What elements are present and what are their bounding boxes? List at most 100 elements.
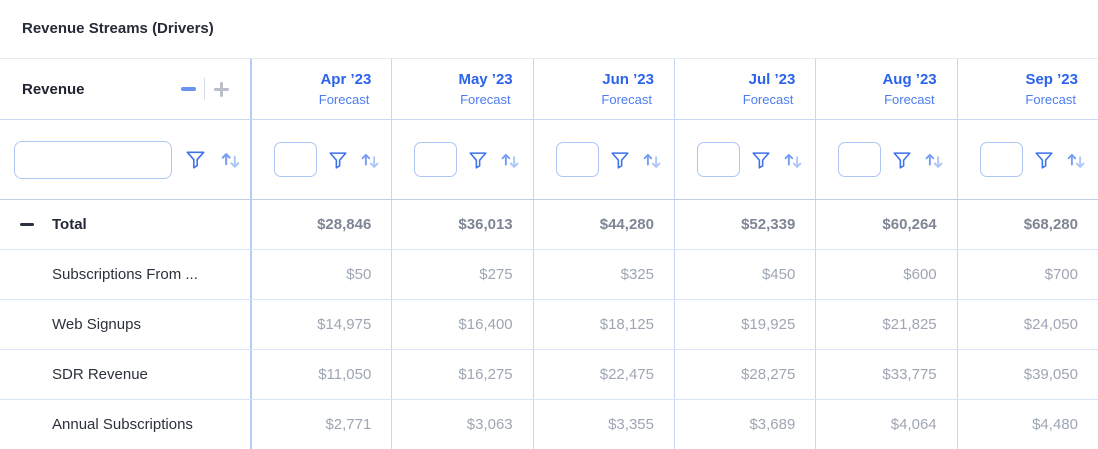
month-column-header[interactable]: May ’23 Forecast — [391, 59, 532, 119]
value-cell[interactable]: $52,339 — [673, 200, 815, 249]
value-cell[interactable]: $24,050 — [956, 300, 1098, 349]
group-filter-cell — [0, 120, 250, 199]
row-label-cell[interactable]: Web Signups — [0, 300, 250, 349]
sort-button[interactable] — [499, 149, 521, 171]
month-label: Apr ’23 — [320, 71, 372, 88]
forecast-label: Forecast — [1025, 92, 1076, 107]
table-row: Total $28,846 $36,013 $44,280 $52,339 $60,26… — [0, 200, 1098, 250]
filter-button[interactable] — [1033, 149, 1055, 171]
value-cell[interactable]: $28,275 — [673, 350, 815, 399]
funnel-icon — [329, 151, 347, 169]
value-cell[interactable]: $16,400 — [391, 300, 532, 349]
value-cell[interactable]: $21,825 — [815, 300, 956, 349]
value-cell[interactable]: $4,064 — [815, 400, 956, 449]
value-cell[interactable]: $600 — [815, 250, 956, 299]
funnel-icon — [186, 151, 205, 169]
value-cell[interactable]: $3,689 — [673, 400, 815, 449]
month-label: Sep ’23 — [1025, 71, 1078, 88]
value-cell[interactable]: $700 — [956, 250, 1098, 299]
column-filter-input[interactable] — [696, 142, 740, 177]
column-filter-input[interactable] — [979, 142, 1023, 177]
month-column-header[interactable]: Aug ’23 Forecast — [815, 59, 956, 119]
forecast-label: Forecast — [884, 92, 935, 107]
value-cell[interactable]: $50 — [250, 250, 391, 299]
value-cell[interactable]: $4,480 — [956, 400, 1098, 449]
value-cell[interactable]: $3,355 — [532, 400, 674, 449]
value-cell[interactable]: $60,264 — [815, 200, 956, 249]
forecast-label: Forecast — [601, 92, 652, 107]
expand-all-button[interactable] — [212, 80, 230, 98]
column-filter-input[interactable] — [838, 142, 882, 177]
column-filter-input[interactable] — [274, 142, 317, 177]
collapse-expand-controls — [179, 78, 230, 100]
value-cell[interactable]: $16,275 — [391, 350, 532, 399]
page-title: Revenue Streams (Drivers) — [22, 20, 214, 37]
collapse-row-toggle[interactable] — [20, 223, 34, 226]
row-label: Subscriptions From ... — [52, 266, 198, 283]
filter-button[interactable] — [327, 149, 349, 171]
sort-button[interactable] — [641, 149, 663, 171]
filter-button[interactable] — [891, 149, 913, 171]
forecast-label: Forecast — [318, 92, 370, 107]
month-column-header[interactable]: Jul ’23 Forecast — [673, 59, 815, 119]
month-filter-cell — [391, 120, 532, 199]
month-filter-cell — [956, 120, 1098, 199]
row-filter-input[interactable] — [14, 140, 172, 179]
sort-button[interactable] — [782, 149, 804, 171]
value-cell[interactable]: $44,280 — [532, 200, 674, 249]
month-column-header[interactable]: Apr ’23 Forecast — [250, 59, 391, 119]
filter-button[interactable] — [750, 149, 772, 171]
filter-button[interactable] — [609, 149, 631, 171]
value-cell[interactable]: $19,925 — [673, 300, 815, 349]
value-cell[interactable]: $450 — [673, 250, 815, 299]
row-label-cell[interactable]: SDR Revenue — [0, 350, 250, 399]
month-column-header[interactable]: Jun ’23 Forecast — [532, 59, 674, 119]
table-filter-row — [0, 120, 1098, 200]
value-cell[interactable]: $22,475 — [532, 350, 674, 399]
column-filter-input[interactable] — [555, 142, 599, 177]
value-cell[interactable]: $325 — [532, 250, 674, 299]
value-cell[interactable]: $36,013 — [391, 200, 532, 249]
value-cell[interactable]: $28,846 — [250, 200, 391, 249]
value-cell[interactable]: $275 — [391, 250, 532, 299]
filter-button[interactable] — [467, 149, 489, 171]
forecast-label: Forecast — [742, 92, 794, 107]
row-label-cell[interactable]: Subscriptions From ... — [0, 250, 250, 299]
filter-button[interactable] — [184, 148, 207, 171]
value-cell[interactable]: $11,050 — [250, 350, 391, 399]
value-cell[interactable]: $68,280 — [956, 200, 1098, 249]
row-toggle-slot — [20, 223, 36, 226]
sort-button[interactable] — [359, 149, 381, 171]
sort-arrows-icon — [1067, 153, 1085, 168]
row-label: Web Signups — [52, 316, 141, 333]
group-header-cell: Revenue — [0, 59, 250, 119]
group-title: Revenue — [22, 80, 85, 98]
value-cell[interactable]: $18,125 — [532, 300, 674, 349]
minus-icon — [180, 87, 196, 91]
funnel-icon — [752, 151, 770, 169]
table-body: Total $28,846 $36,013 $44,280 $52,339 $60,26… — [0, 200, 1098, 449]
sort-arrows-icon — [643, 153, 661, 168]
sort-button[interactable] — [219, 148, 242, 171]
row-label-cell[interactable]: Annual Subscriptions — [0, 400, 250, 449]
month-column-header[interactable]: Sep ’23 Forecast — [956, 59, 1098, 119]
value-cell[interactable]: $2,771 — [250, 400, 391, 449]
sort-button[interactable] — [1065, 149, 1087, 171]
sort-arrows-icon — [784, 153, 802, 168]
plus-icon — [213, 81, 229, 97]
funnel-icon — [611, 151, 629, 169]
collapse-all-button[interactable] — [179, 80, 197, 98]
table-row: Annual Subscriptions $2,771 $3,063 $3,355 $… — [0, 400, 1098, 449]
funnel-icon — [469, 151, 487, 169]
value-cell[interactable]: $39,050 — [956, 350, 1098, 399]
column-filter-input[interactable] — [414, 142, 458, 177]
month-label: Jul ’23 — [748, 71, 796, 88]
sort-button[interactable] — [923, 149, 945, 171]
table-row: Subscriptions From ... $50 $275 $325 $450 $6… — [0, 250, 1098, 300]
value-cell[interactable]: $33,775 — [815, 350, 956, 399]
value-cell[interactable]: $14,975 — [250, 300, 391, 349]
value-cell[interactable]: $3,063 — [391, 400, 532, 449]
row-label-cell[interactable]: Total — [0, 200, 250, 249]
row-label: SDR Revenue — [52, 366, 148, 383]
